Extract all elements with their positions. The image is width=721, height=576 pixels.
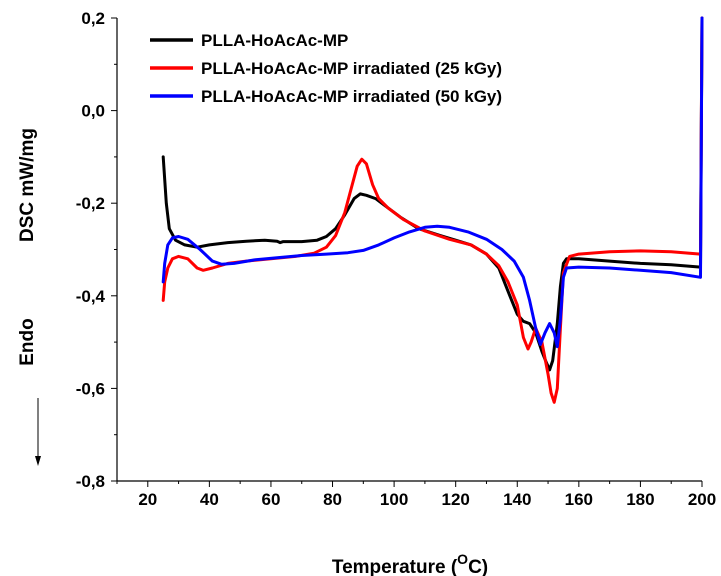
x-axis-title-main: Temperature ( (332, 557, 458, 576)
series-line-2 (161, 16, 704, 404)
x-tick-label: 160 (565, 490, 593, 509)
legend-label-3: PLLA-HoAcAc-MP irradiated (50 kGy) (201, 87, 502, 106)
endo-arrow-head (35, 456, 41, 466)
y-tick-label: -0,2 (76, 194, 105, 213)
x-tick-label: 180 (626, 490, 654, 509)
tick-group: 20 40 60 80 100 120 140 160 180 200 -0,8 -0,6 -0,4 -0… (76, 9, 716, 509)
y-tick-label: 0,2 (81, 9, 105, 28)
y-axis-title: DSC mW/mg (17, 128, 38, 242)
y-tick-label: 0,0 (81, 102, 105, 121)
x-tick-label: 80 (323, 490, 342, 509)
x-tick-label: 140 (503, 490, 531, 509)
y-tick-label: -0,8 (76, 472, 105, 491)
y-tick-label: -0,4 (76, 287, 106, 306)
x-tick-label: 200 (688, 490, 716, 509)
series-line-3 (161, 16, 704, 349)
y-tick-label: -0,6 (76, 379, 105, 398)
series-layer (161, 16, 704, 404)
x-tick-label: 40 (200, 490, 219, 509)
x-tick-label: 20 (138, 490, 157, 509)
x-tick-label: 100 (380, 490, 408, 509)
legend-label-2: PLLA-HoAcAc-MP irradiated (25 kGy) (201, 59, 502, 78)
x-axis-title: Temperature (OC) (332, 551, 488, 576)
x-tick-label: 120 (441, 490, 469, 509)
legend-label-1: PLLA-HoAcAc-MP (201, 31, 348, 50)
x-axis-title-sup: O (457, 551, 468, 567)
x-axis-title-suffix: C) (468, 557, 488, 576)
legend: PLLA-HoAcAc-MP PLLA-HoAcAc-MP irradiated … (150, 31, 502, 106)
x-tick-label: 60 (261, 490, 280, 509)
endo-label: Endo (17, 318, 38, 366)
